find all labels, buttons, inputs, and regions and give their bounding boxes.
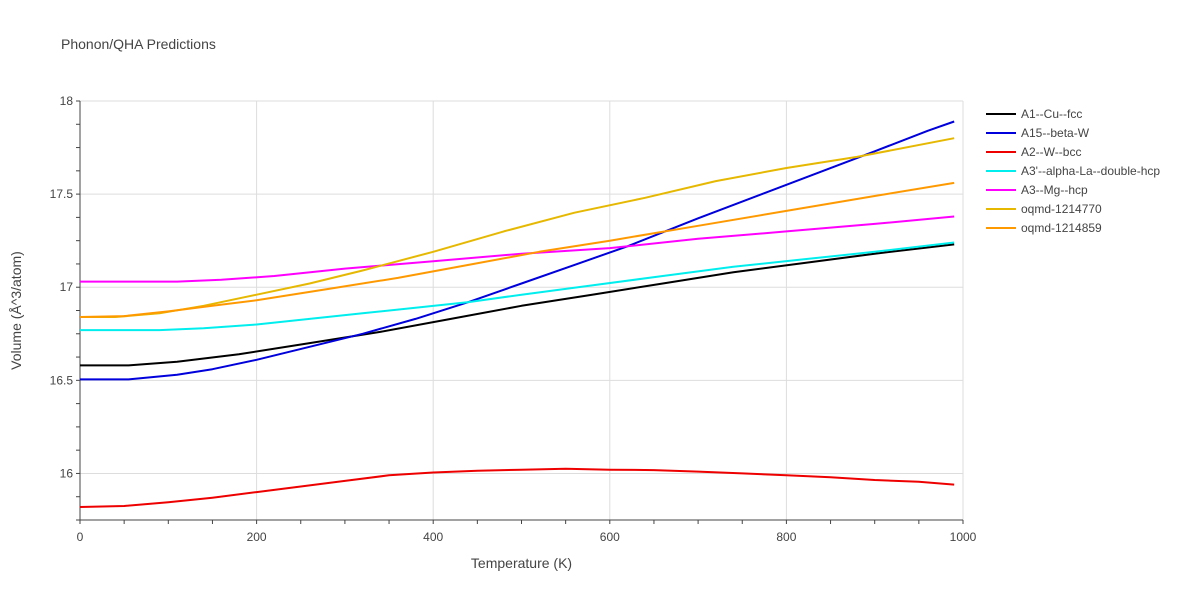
x-tick-label: 400 (423, 530, 443, 544)
legend-label: oqmd-1214770 (1021, 202, 1102, 216)
legend[interactable]: A1--Cu--fcc A15--beta-W A2--W--bcc A3'--alp… (986, 107, 1160, 235)
x-tick-label: 800 (776, 530, 796, 544)
series-line[interactable] (80, 243, 955, 367)
legend-label: A15--beta-W (1021, 126, 1090, 140)
grid-lines (79, 100, 964, 520)
x-tick-label: 0 (77, 530, 84, 544)
legend-item[interactable]: A2--W--bcc (986, 145, 1081, 159)
legend-label: A1--Cu--fcc (1021, 107, 1082, 121)
y-tick-label: 17.5 (50, 187, 74, 201)
legend-item[interactable]: A3'--alpha-La--double-hcp (986, 164, 1160, 178)
y-tick-label: 16.5 (50, 373, 74, 387)
x-tick-label: 1000 (950, 530, 977, 544)
y-tick-label: 16 (60, 466, 74, 480)
legend-item[interactable]: A1--Cu--fcc (986, 107, 1082, 121)
plot-area[interactable] (79, 120, 955, 508)
axes: 0 200 400 600 800 1000 16 16.5 17 17.5 18 (50, 94, 977, 544)
legend-label: A2--W--bcc (1021, 145, 1081, 159)
legend-label: oqmd-1214859 (1021, 221, 1102, 235)
y-axis-title: Volume (Å^3/atom) (8, 251, 24, 370)
series-line[interactable] (79, 467, 955, 508)
x-tick-label: 600 (600, 530, 620, 544)
legend-label: A3--Mg--hcp (1021, 183, 1088, 197)
y-tick-label: 18 (60, 94, 74, 108)
x-axis-title: Temperature (K) (471, 555, 572, 571)
series-line[interactable] (80, 241, 955, 332)
x-tick-label: 200 (247, 530, 267, 544)
legend-item[interactable]: oqmd-1214770 (986, 202, 1102, 216)
series-line[interactable] (80, 120, 955, 381)
legend-item[interactable]: A15--beta-W (986, 126, 1090, 140)
legend-item[interactable]: oqmd-1214859 (986, 221, 1102, 235)
series-line[interactable] (80, 215, 955, 283)
series-line[interactable] (79, 181, 955, 318)
legend-label: A3'--alpha-La--double-hcp (1021, 164, 1160, 178)
chart-title: Phonon/QHA Predictions (61, 36, 216, 52)
legend-item[interactable]: A3--Mg--hcp (986, 183, 1088, 197)
y-tick-label: 17 (60, 280, 74, 294)
